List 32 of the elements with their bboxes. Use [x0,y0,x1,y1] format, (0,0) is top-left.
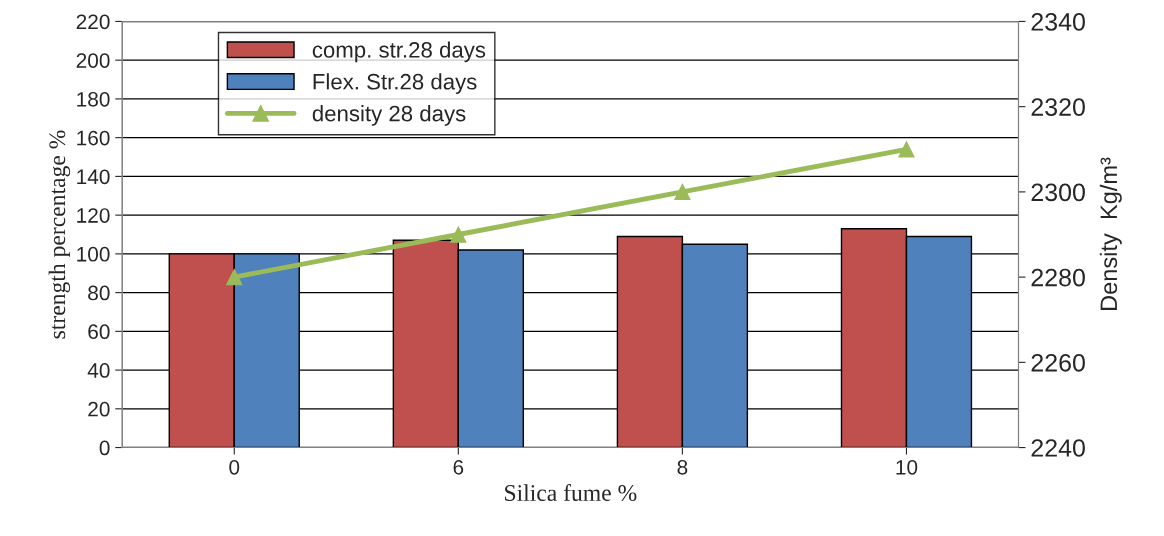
point [226,268,243,286]
y2-tick-label: 2280 [1031,268,1085,287]
y2-tick-label: 2240 [1031,439,1085,457]
y2-tick-label: 2260 [1031,353,1085,372]
x-tick-label: 0 [229,459,240,475]
x-tick-label: 10 [896,459,918,475]
y-tick-label: 220 [76,14,110,30]
y-tick-label: 160 [77,130,110,146]
y-tick-label: 40 [87,363,110,378]
legend-label: Flex. Str.28 days [313,73,477,94]
x-axis-title: Silica fume % [505,484,637,502]
y-tick-label: 60 [88,324,110,340]
x-tick-label: 6 [453,459,464,475]
point [674,183,691,201]
y-tick-label: 120 [77,208,110,223]
y-tick-label: 20 [88,401,110,417]
y-tick-label: 80 [88,285,110,301]
y2-tick-label: 2320 [1031,98,1085,116]
y-axis-title: strength percentage % [48,130,71,339]
y2-tick-label: 2300 [1031,183,1085,202]
x-tick-label: 8 [677,459,688,475]
point [898,141,915,158]
legend-label: density 28 days [312,105,466,126]
y-tick-label: 180 [77,91,110,107]
y-tick-label: 140 [77,169,110,185]
y-tick-label: 200 [76,53,110,68]
y2-axis-title: Density Kg/m³ [1099,157,1122,310]
legend-label: comp. str.28 days [312,41,486,63]
y-tick-label: 100 [77,246,110,262]
y-tick-label: 0 [99,440,110,456]
point [450,226,467,243]
y2-tick-label: 2340 [1031,13,1085,31]
